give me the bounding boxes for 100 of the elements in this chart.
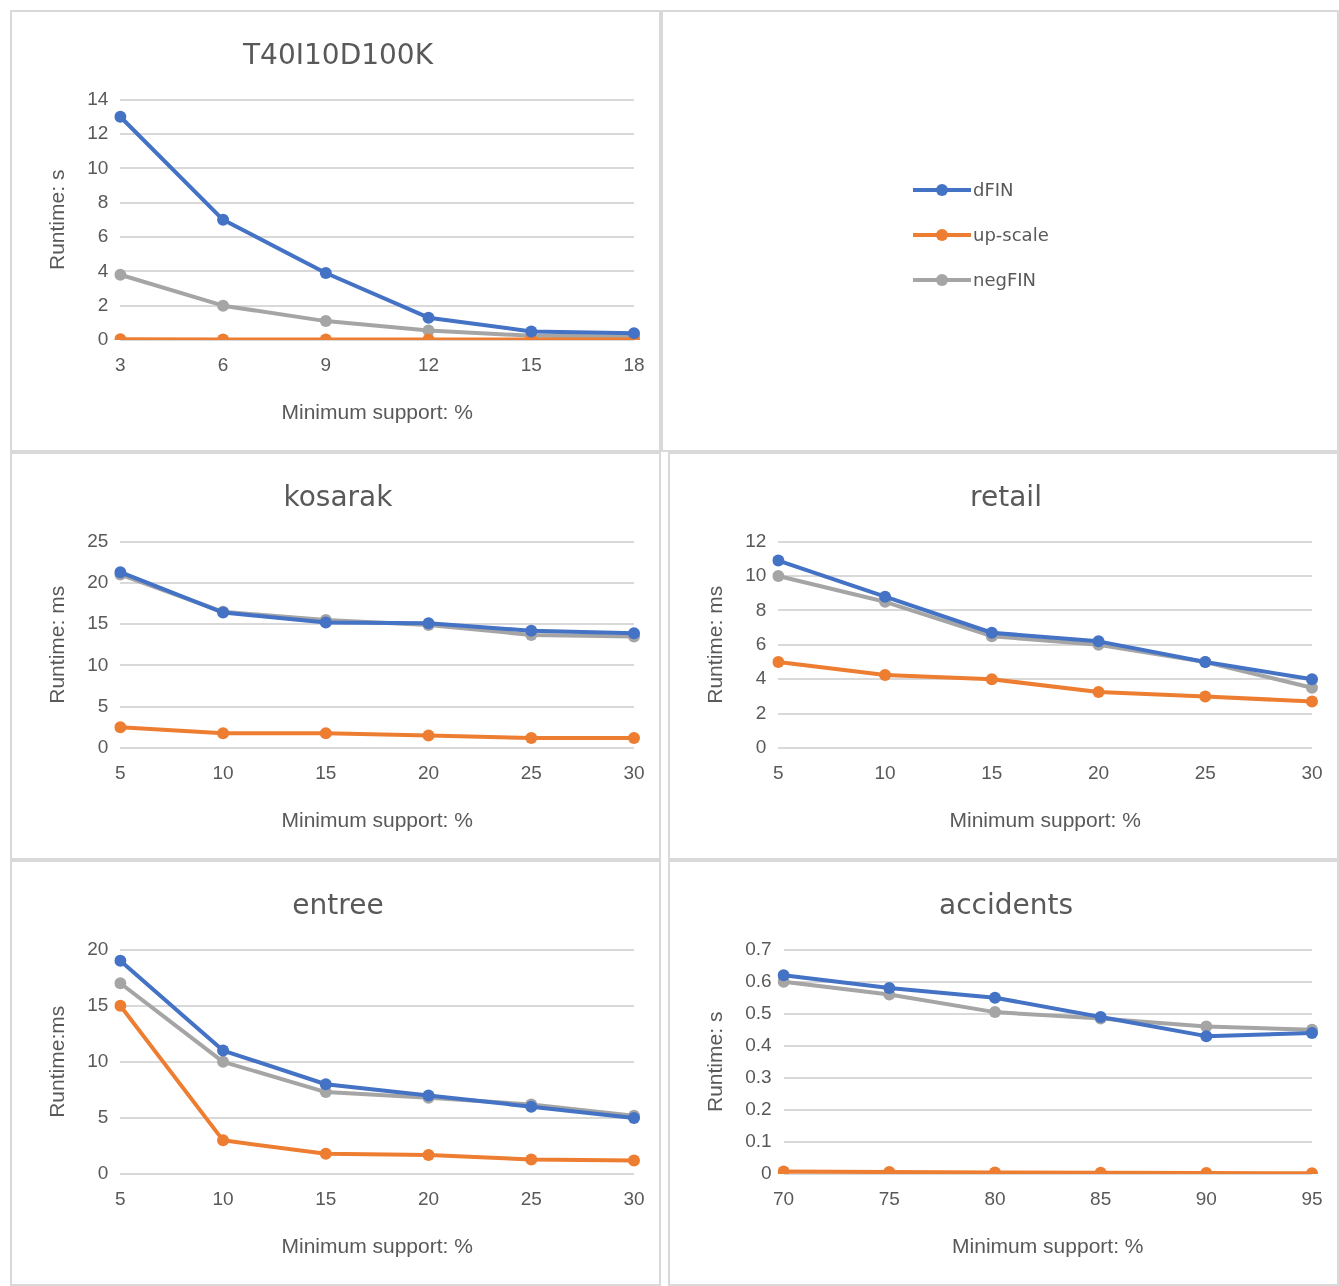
legend-label: dFIN <box>973 179 1014 200</box>
y-tick-label: 5 <box>97 1106 109 1128</box>
y-axis-title: Runtime: s <box>703 1011 727 1112</box>
y-tick-label: 10 <box>87 156 109 178</box>
point <box>114 999 127 1012</box>
x-tick-label: 90 <box>1195 1187 1217 1209</box>
point <box>114 721 127 734</box>
point <box>114 110 127 123</box>
point <box>988 991 1001 1004</box>
x-axis-title: Minimum support: % <box>281 400 473 424</box>
point <box>1200 1030 1213 1043</box>
x-axis-title: Minimum support: % <box>281 808 473 832</box>
y-tick-label: 10 <box>87 1050 109 1072</box>
point <box>217 1055 230 1068</box>
point <box>988 1006 1001 1019</box>
x-tick-label: 12 <box>417 353 440 375</box>
x-tick-label: 15 <box>315 761 337 783</box>
y-axis-title: Runtime: ms <box>45 585 69 704</box>
point <box>114 268 127 281</box>
point <box>879 590 892 603</box>
point <box>772 656 785 668</box>
point <box>1092 686 1105 699</box>
x-tick-label: 6 <box>217 353 229 375</box>
y-tick-label: 0.5 <box>745 1001 772 1023</box>
x-tick-label: 30 <box>623 761 645 783</box>
y-tick-label: 20 <box>87 571 109 593</box>
y-tick-label: 12 <box>745 529 767 551</box>
point <box>422 311 435 324</box>
point <box>217 727 230 740</box>
chart-title: T40I10D100K <box>242 38 434 72</box>
point <box>777 969 790 982</box>
y-tick-label: 0.2 <box>745 1098 772 1120</box>
y-tick-label: 4 <box>97 259 109 281</box>
x-tick-label: 10 <box>212 1187 234 1209</box>
x-tick-label: 80 <box>984 1187 1006 1209</box>
y-tick-label: 5 <box>97 694 109 716</box>
point <box>114 977 127 990</box>
point <box>525 732 538 745</box>
chart-title: retail <box>970 480 1042 514</box>
x-axis-title: Minimum support: % <box>952 1234 1144 1258</box>
point <box>879 668 892 681</box>
y-tick-label: 15 <box>87 993 109 1015</box>
y-tick-label: 0 <box>755 736 767 758</box>
x-tick-label: 70 <box>773 1187 795 1209</box>
y-axis-title: Runtime: s <box>45 169 69 270</box>
x-tick-label: 20 <box>417 761 440 783</box>
point <box>217 1044 230 1057</box>
point <box>985 673 998 686</box>
point <box>628 732 640 745</box>
x-axis-title: Minimum support: % <box>949 808 1141 832</box>
chart-title: kosarak <box>283 480 394 514</box>
y-tick-label: 6 <box>755 633 767 655</box>
y-tick-label: 6 <box>97 225 109 247</box>
point <box>525 624 538 637</box>
y-axis-title: Runtime:ms <box>45 1005 69 1118</box>
point <box>772 554 785 567</box>
x-tick-label: 75 <box>878 1187 900 1209</box>
point <box>319 267 332 280</box>
y-tick-label: 0.3 <box>745 1066 772 1088</box>
x-axis-title: Minimum support: % <box>281 1234 473 1258</box>
point <box>1306 695 1318 708</box>
chart-title: entree <box>292 888 384 922</box>
x-tick-label: 15 <box>520 353 542 375</box>
y-tick-label: 2 <box>755 701 767 723</box>
y-tick-label: 0 <box>97 736 109 758</box>
y-tick-label: 0.6 <box>745 969 772 991</box>
y-tick-label: 0.1 <box>745 1130 772 1152</box>
y-tick-label: 10 <box>745 564 767 586</box>
x-tick-label: 85 <box>1090 1187 1112 1209</box>
x-tick-label: 18 <box>623 353 645 375</box>
y-tick-label: 4 <box>755 667 767 689</box>
x-tick-label: 9 <box>320 353 332 375</box>
point <box>422 1148 435 1161</box>
point <box>114 954 127 967</box>
point <box>772 570 785 582</box>
point <box>628 1154 640 1167</box>
point <box>883 982 896 995</box>
x-tick-label: 20 <box>417 1187 440 1209</box>
x-tick-label: 10 <box>874 761 896 783</box>
point <box>217 299 230 312</box>
x-tick-label: 25 <box>520 1187 542 1209</box>
x-tick-label: 3 <box>115 353 126 375</box>
y-tick-label: 2 <box>97 293 109 315</box>
point <box>217 213 230 226</box>
y-tick-label: 25 <box>87 529 109 551</box>
y-tick-label: 12 <box>87 122 109 144</box>
y-tick-label: 0 <box>97 1162 109 1184</box>
y-tick-label: 10 <box>87 653 109 675</box>
y-tick-label: 20 <box>87 937 109 959</box>
x-tick-label: 5 <box>115 761 126 783</box>
x-tick-label: 15 <box>981 761 1003 783</box>
x-tick-label: 30 <box>1301 761 1323 783</box>
x-tick-label: 15 <box>315 1187 337 1209</box>
point <box>319 1078 332 1091</box>
point <box>1306 673 1318 686</box>
y-axis-title: Runtime: ms <box>703 585 727 704</box>
point <box>1199 690 1212 703</box>
point <box>525 325 538 338</box>
point <box>217 1134 230 1147</box>
point <box>985 626 998 639</box>
